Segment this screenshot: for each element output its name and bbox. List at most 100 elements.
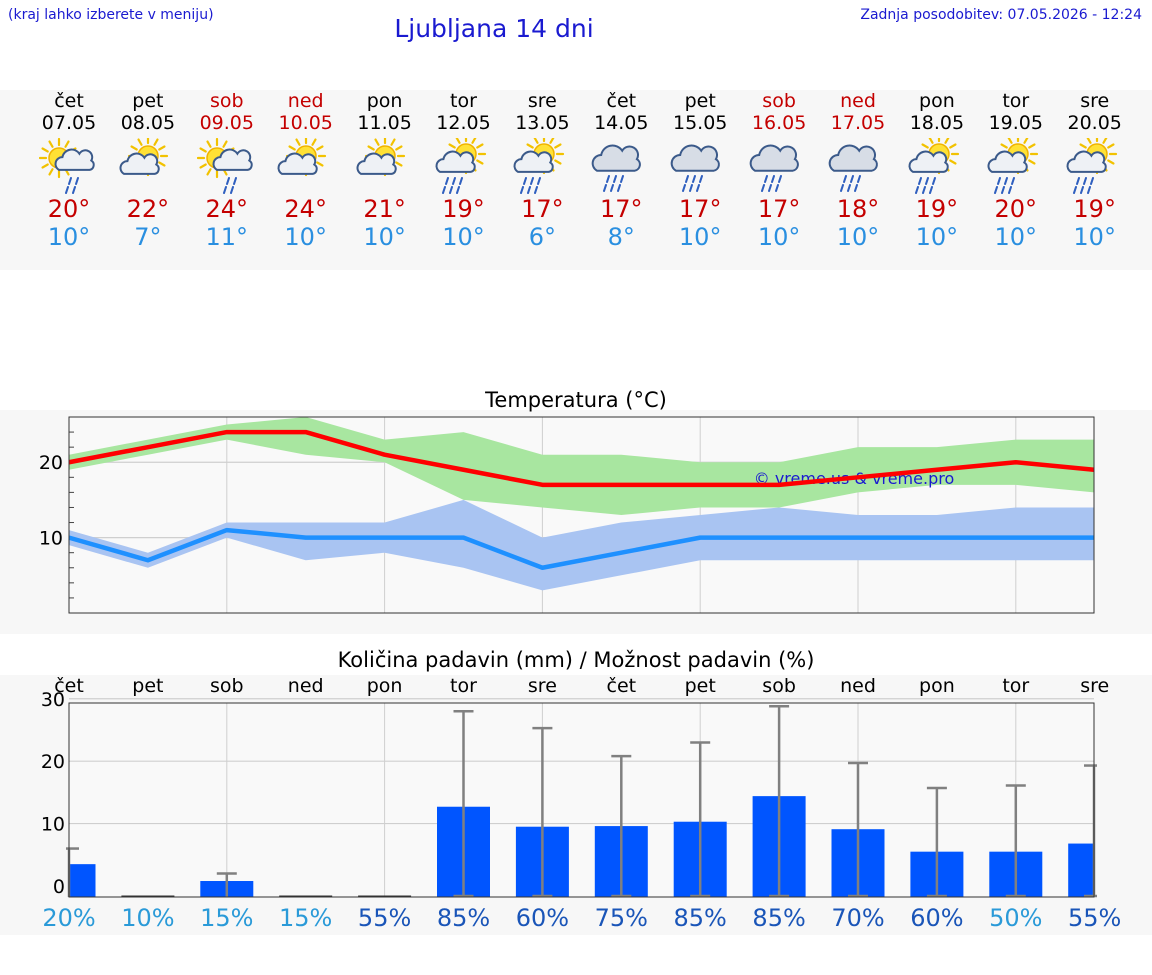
forecast-day: pon 11.05 21° 10° — [345, 90, 425, 251]
forecast-day: sre 13.05 17° 6° — [502, 90, 582, 251]
day-label: ned — [840, 675, 876, 697]
day-name: sre — [1080, 90, 1110, 112]
forecast-day: tor 12.05 19° 10° — [424, 90, 504, 251]
forecast-day: ned 10.05 24° 10° — [266, 90, 346, 251]
max-temperature: 20° — [47, 195, 91, 223]
precipitation-bar — [279, 895, 333, 897]
temperature-chart-title: Temperatura (°C) — [485, 388, 667, 412]
day-name: sob — [762, 90, 796, 112]
precipitation-bar — [121, 895, 175, 897]
day-date: 11.05 — [357, 112, 412, 134]
day-label: pet — [685, 675, 716, 697]
min-temperature: 10° — [915, 223, 959, 251]
max-temperature: 17° — [757, 195, 801, 223]
sun-cloud-heavy-rain-icon — [987, 138, 1038, 194]
forecast-day: sob 16.05 17° 10° — [739, 90, 819, 251]
day-date: 07.05 — [41, 112, 97, 134]
y-tick-label: 0 — [53, 876, 65, 898]
day-date: 08.05 — [120, 112, 176, 134]
min-temperature: 10° — [1073, 223, 1116, 251]
min-temperature: 10° — [678, 223, 722, 251]
day-date: 17.05 — [830, 112, 886, 134]
day-date: 14.05 — [594, 112, 649, 134]
forecast-day: tor 19.05 20° 10° — [976, 90, 1056, 251]
max-temperature: 22° — [126, 195, 170, 223]
day-label: sre — [1080, 675, 1109, 697]
day-label: pon — [367, 675, 403, 697]
day-date: 16.05 — [751, 112, 807, 134]
sun-cloud-icon — [119, 138, 168, 177]
min-temperature: 10° — [757, 223, 801, 251]
day-name: pon — [919, 90, 955, 112]
day-label: čet — [607, 675, 637, 697]
day-name: pet — [132, 90, 164, 112]
day-label: pet — [132, 675, 163, 697]
min-temperature-line — [68, 527, 1094, 571]
y-tick-label: 30 — [41, 689, 65, 711]
cloud-heavy-rain-icon — [591, 144, 642, 192]
min-temperature: 8° — [607, 223, 635, 251]
precipitation-bar — [1068, 843, 1094, 897]
min-temperature: 7° — [134, 223, 162, 251]
day-name: ned — [287, 90, 324, 112]
max-temperature: 18° — [836, 195, 880, 223]
max-temperature: 19° — [915, 195, 959, 223]
min-temperature: 10° — [836, 223, 880, 251]
day-date: 12.05 — [436, 112, 491, 134]
day-name: pet — [684, 90, 716, 112]
sun-cloud-heavy-rain-icon — [513, 138, 565, 194]
max-temperature: 19° — [1073, 195, 1116, 223]
day-name: sre — [527, 90, 557, 112]
min-temperature: 10° — [363, 223, 406, 251]
forecast-days: čet 07.05 20° 10° pet 08.05 22° 7° sob 09.05 24° 11… — [0, 90, 1152, 270]
day-date: 10.05 — [278, 112, 333, 134]
max-temperature: 21° — [363, 195, 406, 223]
forecast-day: čet 07.05 20° 10° — [29, 90, 109, 251]
min-temperature: 10° — [994, 223, 1038, 251]
day-label: čet — [54, 675, 84, 697]
sun-cloud-heavy-rain-icon — [435, 138, 486, 194]
max-temperature: 17° — [678, 195, 722, 223]
page-title: Ljubljana 14 dni — [394, 14, 594, 43]
cloud-heavy-rain-icon — [749, 144, 799, 192]
cloud-heavy-rain-icon — [670, 144, 721, 192]
max-temperature: 20° — [994, 195, 1038, 223]
max-temperature: 17° — [600, 195, 643, 223]
forecast-day: ned 17.05 18° 10° — [818, 90, 898, 251]
day-label: sre — [528, 675, 557, 697]
last-updated: Zadnja posodobitev: 07.05.2026 - 12:24 — [860, 7, 1142, 23]
forecast-day: čet 14.05 17° 8° — [581, 90, 661, 251]
menu-hint: (kraj lahko izberete v meniju) — [8, 7, 214, 23]
sun-cloud-heavy-rain-icon — [1066, 138, 1117, 194]
cloud-heavy-rain-icon — [828, 144, 878, 192]
min-temperature: 11° — [205, 223, 249, 251]
day-date: 09.05 — [199, 112, 254, 134]
y-tick-label: 20 — [41, 751, 65, 773]
sun-cloud-rain-icon — [39, 138, 95, 194]
forecast-strip — [0, 90, 1152, 270]
min-temperature: 6° — [528, 223, 557, 251]
day-date: 20.05 — [1067, 112, 1122, 134]
forecast-day: sob 09.05 24° 11° — [187, 90, 267, 251]
max-temperature: 24° — [284, 195, 327, 223]
day-date: 13.05 — [515, 112, 570, 134]
day-label: tor — [1002, 675, 1029, 697]
sun-cloud-icon — [356, 138, 405, 177]
day-date: 18.05 — [909, 112, 965, 134]
forecast-day: pet 08.05 22° 7° — [108, 90, 188, 251]
max-temperature: 17° — [521, 195, 564, 223]
day-name: čet — [606, 90, 637, 112]
day-label: ned — [288, 675, 324, 697]
precipitation-bar — [69, 864, 96, 897]
day-name: pon — [366, 90, 403, 112]
day-date: 15.05 — [672, 112, 728, 134]
forecast-day: pon 18.05 19° 10° — [897, 90, 977, 251]
max-temperature-band — [69, 417, 1094, 515]
day-name: sob — [210, 90, 244, 112]
sun-cloud-rain-icon — [196, 138, 253, 194]
precipitation-chart-title: Količina padavin (mm) / Možnost padavin … — [337, 648, 815, 672]
day-label: sob — [762, 675, 796, 697]
day-name: tor — [1002, 90, 1030, 112]
